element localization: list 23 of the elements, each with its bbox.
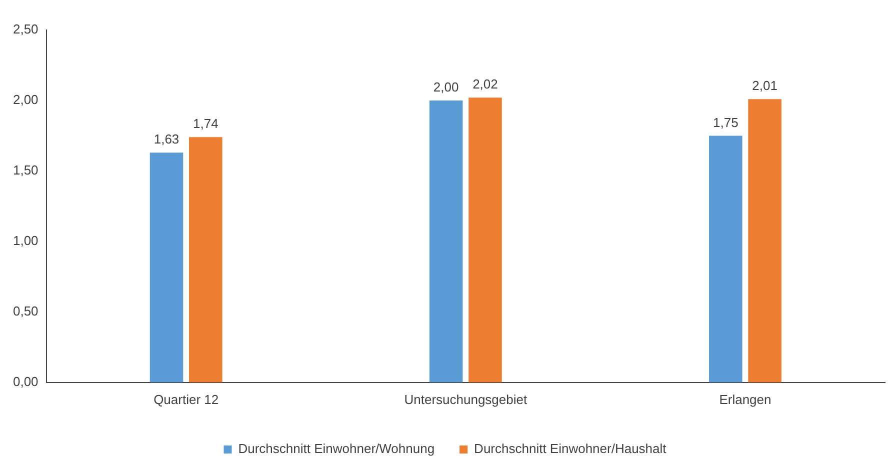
y-tick-label: 2,50 xyxy=(12,22,38,37)
data-label: 2,00 xyxy=(433,80,459,95)
bar xyxy=(709,136,742,382)
y-tick-label: 0,50 xyxy=(12,304,38,318)
legend-label: Durchschnitt Einwohner/Wohnung xyxy=(238,441,435,456)
data-label: 1,74 xyxy=(193,116,218,132)
y-tick-label: 1,00 xyxy=(12,233,38,248)
y-tick-label: 1,50 xyxy=(12,162,38,178)
y-tick-label: 0,00 xyxy=(12,374,38,389)
x-tick-label: Erlangen xyxy=(719,392,772,407)
bar xyxy=(468,98,502,382)
data-label: 1,63 xyxy=(154,132,180,147)
data-label: 2,02 xyxy=(472,76,498,92)
y-tick-label: 2,00 xyxy=(12,92,38,108)
data-label: 2,01 xyxy=(752,78,778,94)
data-label: 1,75 xyxy=(712,114,738,130)
bar xyxy=(748,99,782,382)
bar xyxy=(429,100,463,382)
x-tick-label: Untersuchungsgebiet xyxy=(404,392,528,407)
legend-label: Durchschnitt Einwohner/Haushalt xyxy=(474,441,667,456)
x-tick-label: Quartier 12 xyxy=(154,392,219,407)
bar xyxy=(189,137,222,382)
bar xyxy=(150,152,184,382)
